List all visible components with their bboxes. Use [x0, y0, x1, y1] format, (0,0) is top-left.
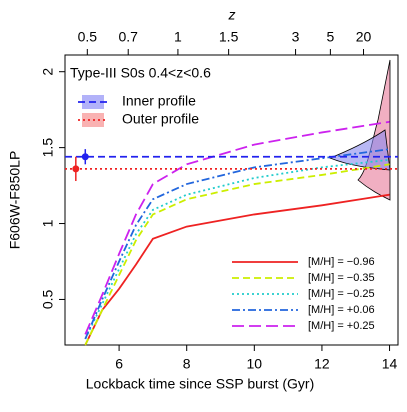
legend-label: Outer profile	[122, 111, 199, 127]
x-tick-label: 10	[247, 356, 263, 372]
series-line	[84, 193, 390, 346]
x-tick-label: 14	[382, 356, 398, 372]
top-tick-label: 0.5	[78, 29, 98, 45]
series-line	[84, 148, 390, 340]
series-line	[84, 120, 390, 335]
legend-label: [M/H] = −0.25	[308, 288, 375, 300]
profile-point	[72, 165, 80, 173]
y-tick-label: 2	[40, 68, 56, 76]
plot-frame	[64, 54, 399, 346]
legend-label: Inner profile	[122, 93, 196, 109]
y-tick-label: 0.5	[40, 290, 56, 310]
legend-label: [M/H] = +0.06	[308, 304, 375, 316]
top-tick-label: 0.7	[118, 29, 138, 45]
top-tick-label: 1	[174, 29, 182, 45]
x-axis-label: Lockback time since SSP burst (Gyr)	[86, 376, 314, 392]
series-line	[84, 163, 390, 346]
profile-point	[81, 153, 89, 161]
legend-label: [M/H] = +0.25	[308, 320, 375, 332]
top-tick-label: 20	[356, 29, 372, 45]
series-line	[84, 158, 390, 340]
legend-label: [M/H] = −0.35	[308, 272, 375, 284]
y-axis-label: F606W-F850LP	[7, 151, 23, 250]
x-tick-label: 6	[115, 356, 123, 372]
top-axis-label: z	[228, 7, 236, 23]
top-tick-label: 5	[326, 29, 334, 45]
top-tick-label: 3	[292, 29, 300, 45]
y-tick-label: 1	[40, 219, 56, 227]
y-tick-label: 1.5	[40, 138, 56, 158]
chart-title: Type-III S0s 0.4<z<0.6	[70, 65, 211, 81]
x-tick-label: 8	[183, 356, 191, 372]
x-tick-label: 12	[314, 356, 330, 372]
legend-label: [M/H] = −0.96	[308, 256, 375, 268]
top-tick-label: 1.5	[219, 29, 239, 45]
